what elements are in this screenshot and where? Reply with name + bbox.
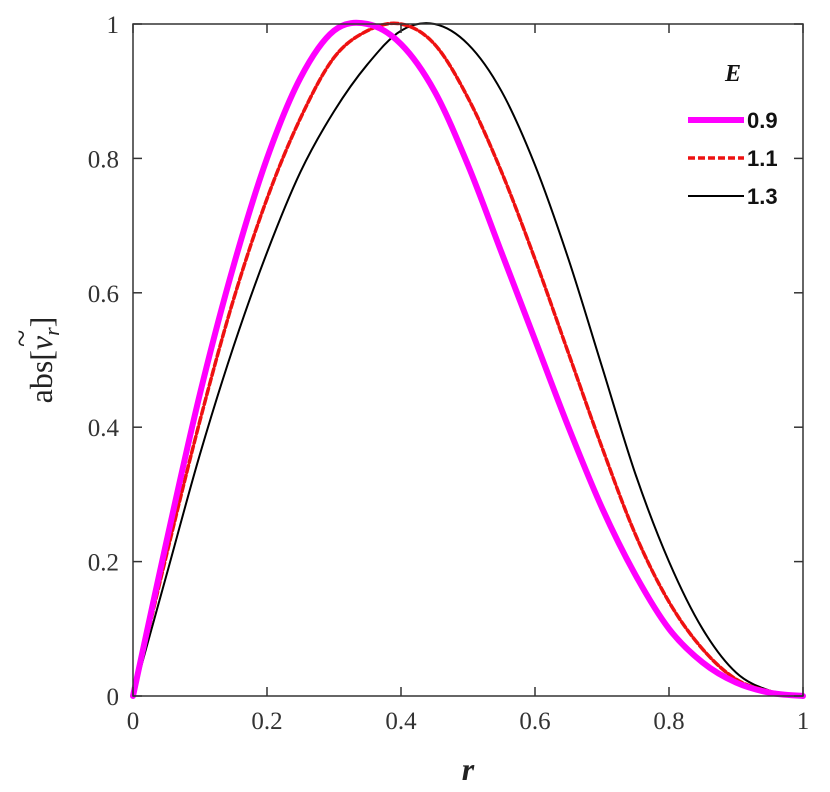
y-axis-label-symbol: v xyxy=(23,335,59,350)
x-axis-label: r xyxy=(462,751,475,787)
tick-layer: 0 0.2 0.4 0.6 0.8 1 0 0.2 0.4 0.6 0.8 1 xyxy=(88,12,810,735)
y-tick-label: 0 xyxy=(107,684,120,711)
x-tick-label: 0.4 xyxy=(385,708,417,735)
x-tick-label: 0.2 xyxy=(251,708,282,735)
y-axis-label-suffix: ] xyxy=(23,317,59,328)
legend-label: 0.9 xyxy=(747,108,778,133)
plot-frame xyxy=(132,23,804,697)
series-layer xyxy=(130,19,806,699)
y-axis-label-prefix: abs[ xyxy=(23,350,59,403)
y-tick-label: 0.6 xyxy=(88,281,119,308)
y-axis-label-subscript: r xyxy=(39,327,64,336)
svg-text:abs[vr]: abs[vr] xyxy=(23,317,64,404)
y-tick-label: 0.8 xyxy=(88,146,119,173)
series-line-0.9 xyxy=(130,19,806,699)
plot-area xyxy=(133,24,803,696)
y-axis-label: abs[vr] ~ xyxy=(3,317,64,404)
legend-title: E xyxy=(724,61,741,87)
legend-label: 1.1 xyxy=(747,146,778,171)
legend-items: 0.9 1.1 1.3 xyxy=(688,108,778,209)
series-line-1.3 xyxy=(132,22,804,697)
x-tick-label: 0 xyxy=(127,708,140,735)
legend: E 0.9 1.1 1.3 xyxy=(688,61,778,209)
y-axis-label-accent: ~ xyxy=(3,330,39,347)
y-tick-label: 0.4 xyxy=(88,415,120,442)
x-tick-label: 1 xyxy=(797,708,810,735)
y-tick-label: 1 xyxy=(107,12,120,39)
x-tick-label: 0.6 xyxy=(519,708,550,735)
series-line-1.1 xyxy=(131,21,805,698)
legend-label: 1.3 xyxy=(747,184,778,209)
x-tick-label: 0.8 xyxy=(653,708,684,735)
y-tick-label: 0.2 xyxy=(88,550,119,577)
